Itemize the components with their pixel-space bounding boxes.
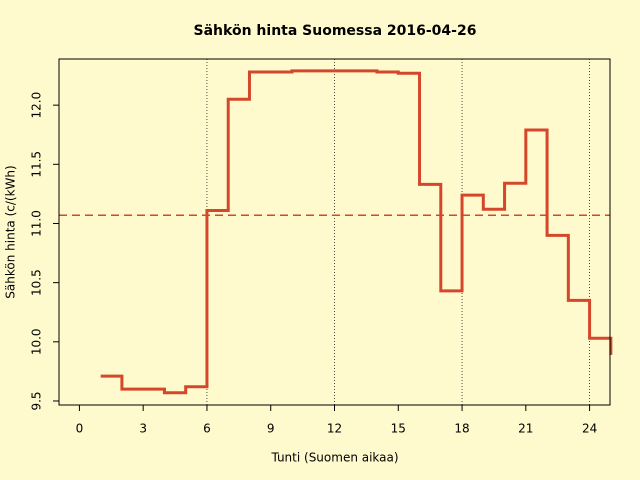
x-tick-label: 0: [76, 422, 84, 436]
y-tick-label: 11.0: [30, 210, 44, 237]
step-line: [100, 69, 613, 395]
y-tick-label: 12.0: [30, 92, 44, 119]
x-tick-label: 6: [203, 422, 211, 436]
x-tick-label: 24: [582, 422, 597, 436]
plot-frame: [58, 58, 611, 406]
y-axis-label: Sähkön hinta (c/(kWh): [4, 165, 18, 298]
x-tick-label: 9: [267, 422, 275, 436]
y-tick-label: 9.5: [30, 391, 44, 410]
x-tick-label: 18: [454, 422, 469, 436]
x-axis-label: Tunti (Suomen aikaa): [270, 451, 398, 465]
y-tick-label: 10.0: [30, 328, 44, 355]
y-tick-label: 10.5: [30, 269, 44, 296]
x-tick-label: 3: [139, 422, 147, 436]
y-tick-label: 11.5: [30, 151, 44, 178]
x-tick-label: 12: [327, 422, 342, 436]
x-tick-label: 21: [518, 422, 533, 436]
chart-title: Sähkön hinta Suomessa 2016-04-26: [194, 23, 477, 39]
x-tick-label: 15: [391, 422, 406, 436]
